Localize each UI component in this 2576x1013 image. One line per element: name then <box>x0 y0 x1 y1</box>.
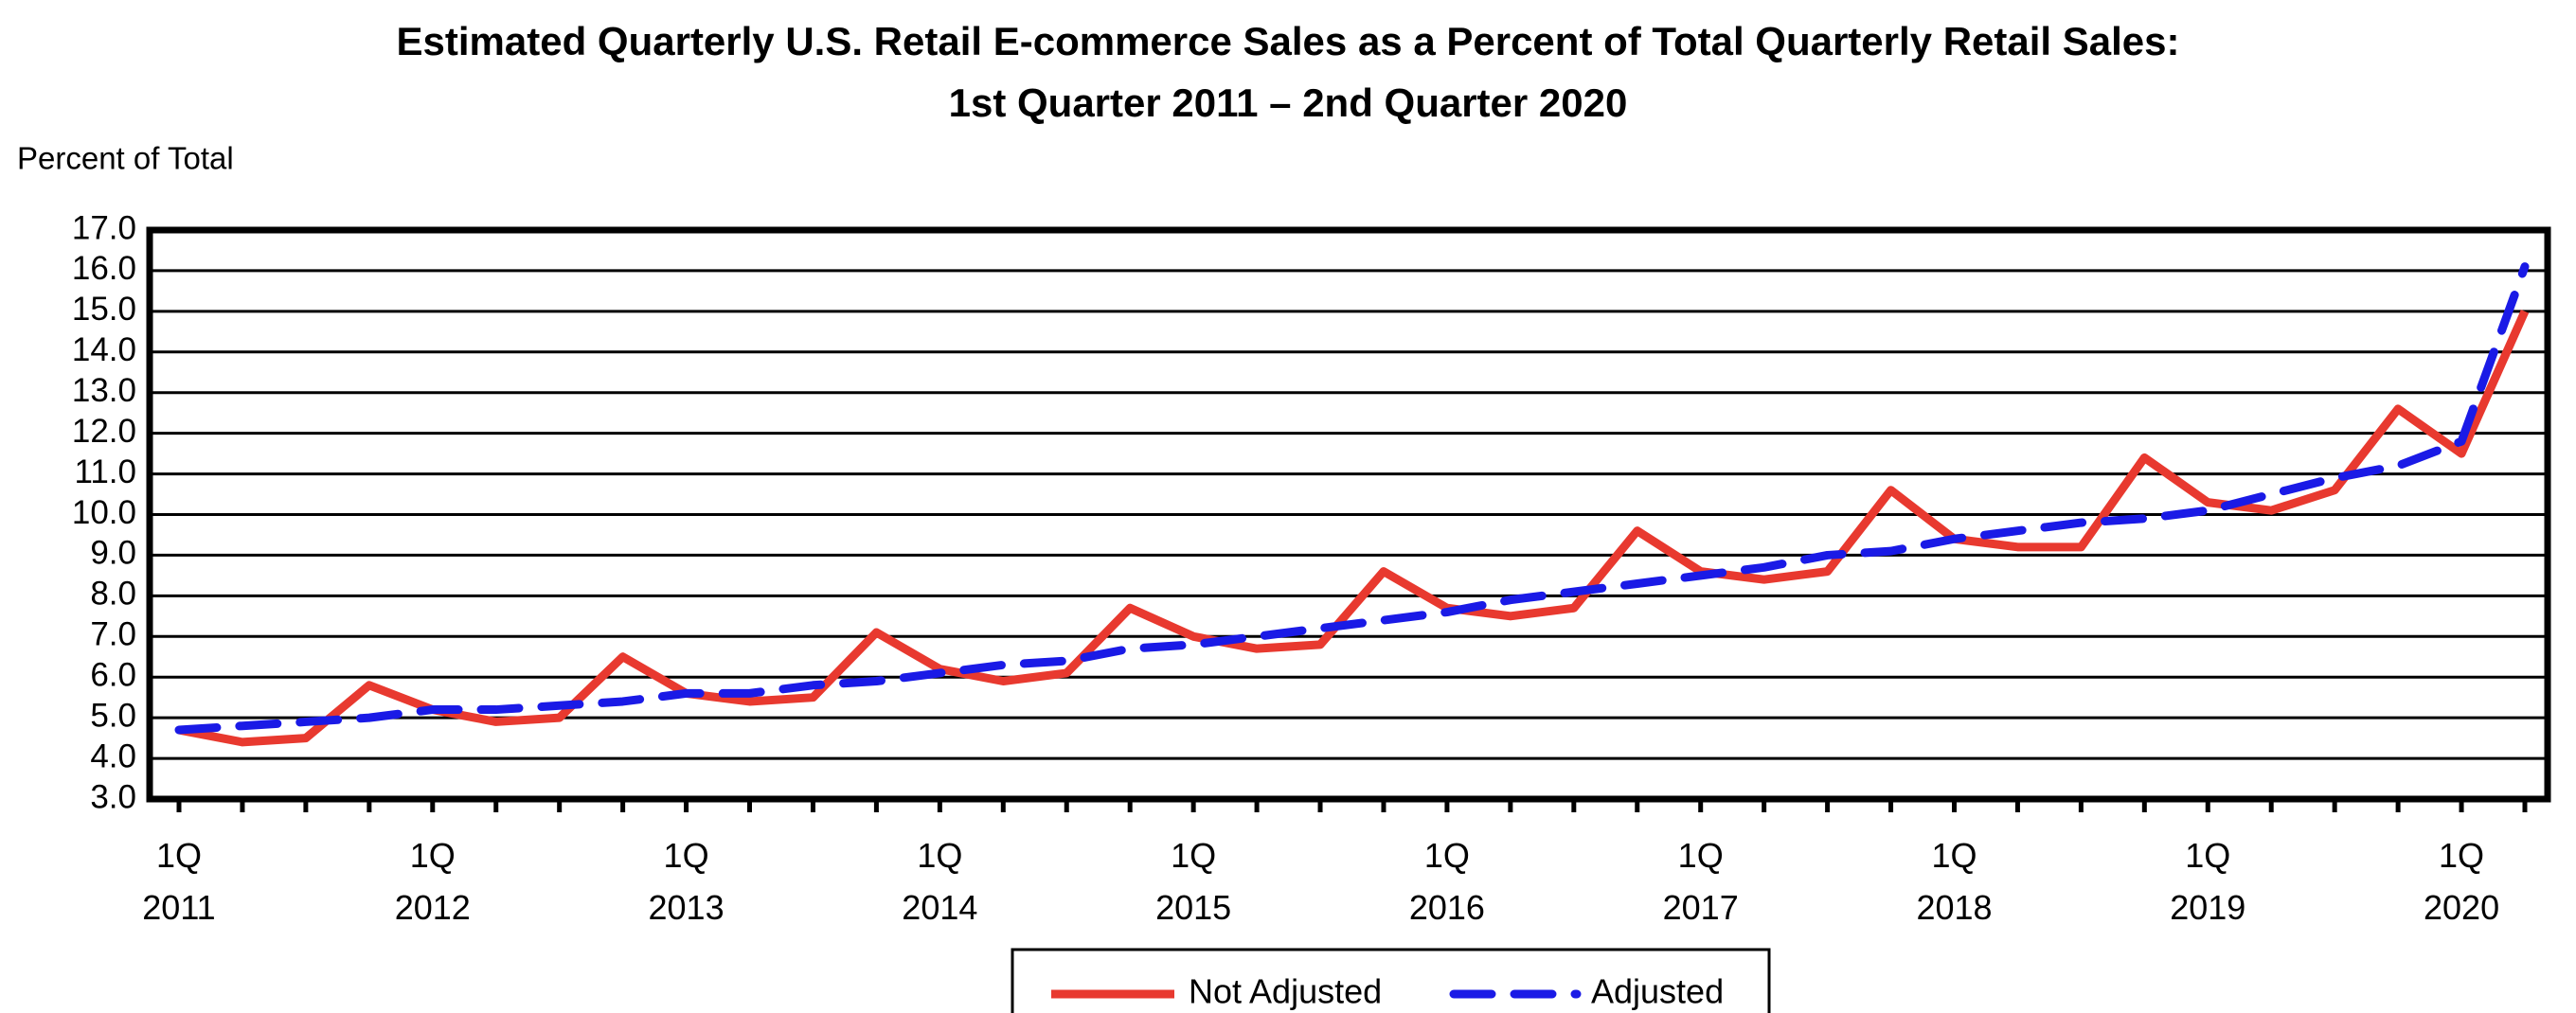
y-tick-label: 6.0 <box>90 656 136 693</box>
x-tick-label: 1Q 2013 <box>649 836 724 927</box>
chart-subtitle: 1st Quarter 2011 – 2nd Quarter 2020 <box>949 80 1628 125</box>
x-tick-label: 1Q 2011 <box>142 836 215 927</box>
x-tick-label: 1Q 2014 <box>902 836 977 927</box>
x-tick-label: 1Q 2017 <box>1663 836 1739 927</box>
x-tick-label: 1Q 2015 <box>1155 836 1231 927</box>
y-tick-label: 3.0 <box>90 778 136 815</box>
y-tick-label: 5.0 <box>90 697 136 734</box>
y-tick-label: 11.0 <box>74 453 136 490</box>
y-tick-label: 4.0 <box>90 738 136 774</box>
x-tick-label: 1Q 2019 <box>2170 836 2245 927</box>
legend-label: Adjusted <box>1591 972 1724 1011</box>
y-tick-label: 8.0 <box>90 576 136 613</box>
x-tick-label: 1Q 2016 <box>1409 836 1485 927</box>
legend-label: Not Adjusted <box>1189 972 1382 1011</box>
y-tick-label: 13.0 <box>72 372 136 409</box>
y-tick-label: 15.0 <box>72 291 136 328</box>
legend: Not Adjusted Adjusted <box>1011 948 1771 1013</box>
x-tick-label: 1Q 2012 <box>395 836 471 927</box>
y-tick-label: 16.0 <box>72 250 136 287</box>
y-tick-label: 10.0 <box>72 494 136 531</box>
series-line <box>174 262 2530 735</box>
x-tick-label: 1Q 2018 <box>1916 836 1992 927</box>
y-tick-label: 12.0 <box>72 413 136 450</box>
plot-border <box>146 226 2551 803</box>
x-tick-label: 1Q 2020 <box>2424 836 2499 927</box>
y-tick-label: 17.0 <box>72 209 136 246</box>
chart-title: Estimated Quarterly U.S. Retail E-commer… <box>397 19 2180 63</box>
y-tick-label: 14.0 <box>72 331 136 368</box>
y-tick-label: 7.0 <box>90 616 136 653</box>
legend-box <box>1011 948 1771 1013</box>
y-tick-label: 9.0 <box>90 535 136 572</box>
y-axis-label: Percent of Total <box>17 141 234 176</box>
